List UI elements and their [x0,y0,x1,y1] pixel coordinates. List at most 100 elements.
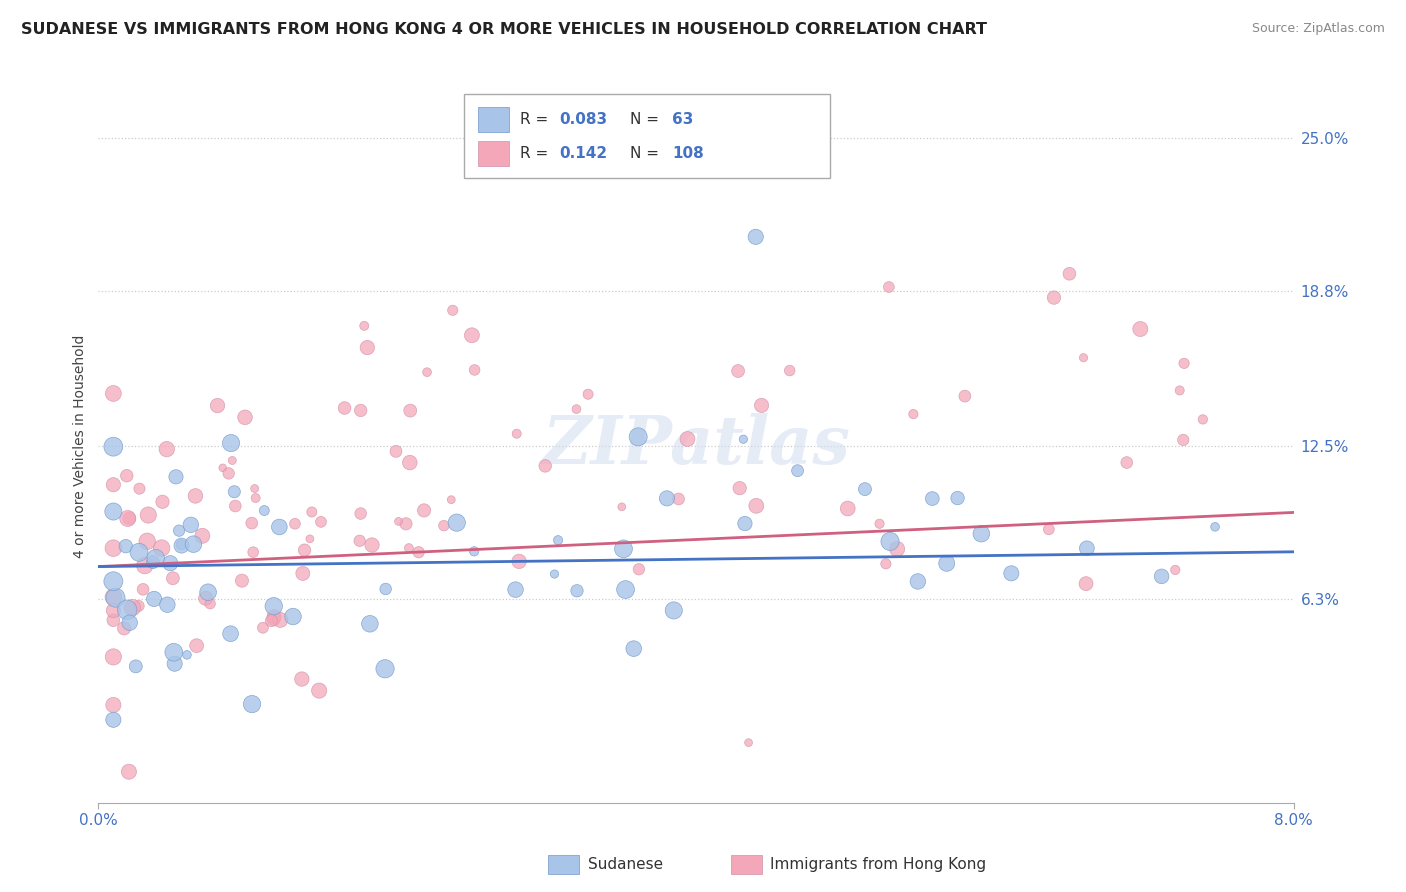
Point [112,621,135,635]
Point [668,491,690,506]
Point [103,477,125,491]
Point [134,558,156,573]
Point [294,543,316,558]
Point [103,698,125,712]
Text: Immigrants from Hong Kong: Immigrants from Hong Kong [770,857,987,871]
Point [240,697,263,711]
Point [547,533,569,548]
Point [180,517,202,532]
Point [284,516,307,531]
Point [219,626,242,640]
Point [1192,412,1215,426]
Point [1168,384,1191,398]
Point [877,280,900,294]
Point [301,505,323,519]
Y-axis label: 4 or more Vehicles in Household: 4 or more Vehicles in Household [73,334,87,558]
Point [115,603,138,617]
Point [207,399,229,413]
Point [1038,522,1060,536]
Point [623,641,645,656]
Point [103,440,125,454]
Point [128,599,150,613]
Point [197,585,219,599]
Text: 0.142: 0.142 [560,146,607,161]
Point [263,599,285,614]
Point [159,556,181,570]
Point [263,612,285,626]
Point [117,511,139,525]
Point [875,557,897,571]
Point [627,430,650,444]
Point [416,365,439,379]
Point [156,442,179,457]
Point [165,470,187,484]
Point [1073,351,1095,365]
Point [837,501,859,516]
Point [779,363,801,377]
Point [118,511,141,525]
Point [103,590,125,604]
Point [440,492,463,507]
Point [737,736,759,750]
Point [505,582,527,597]
Point [395,516,418,531]
Point [1059,267,1081,281]
Point [298,532,321,546]
Point [269,520,291,534]
Text: 63: 63 [672,112,693,127]
Point [221,453,243,467]
Point [614,582,637,597]
Point [565,583,588,598]
Point [356,341,378,355]
Point [1204,520,1226,534]
Point [136,534,159,549]
Text: 0.083: 0.083 [560,112,607,127]
Point [167,524,190,538]
Point [441,303,464,318]
Point [374,582,396,596]
Point [387,515,409,529]
Point [211,460,233,475]
Point [461,328,484,343]
Point [1043,291,1066,305]
Point [308,683,330,698]
Point [446,516,468,530]
Point [612,541,634,556]
Point [333,401,356,415]
Point [508,554,530,568]
Point [349,533,371,548]
Point [1173,433,1195,447]
Point [463,544,485,558]
Point [269,613,291,627]
Point [152,495,174,509]
Point [243,482,266,496]
Point [361,538,384,552]
Text: 108: 108 [672,146,704,161]
Point [869,516,891,531]
Point [103,713,125,727]
Point [751,398,773,412]
Point [1076,541,1098,556]
Point [610,500,633,514]
Point [115,468,138,483]
Point [198,597,221,611]
Point [359,616,381,631]
Point [121,600,143,615]
Point [143,591,166,606]
Point [103,649,125,664]
Point [1129,322,1152,336]
Text: SUDANESE VS IMMIGRANTS FROM HONG KONG 4 OR MORE VEHICLES IN HOUSEHOLD CORRELATIO: SUDANESE VS IMMIGRANTS FROM HONG KONG 4 … [21,22,987,37]
Point [118,615,141,630]
Point [1115,456,1137,470]
Point [970,526,993,541]
Point [183,537,205,551]
Point [252,621,274,635]
Point [734,516,756,531]
Point [733,432,755,446]
Point [128,545,150,559]
Point [114,539,136,553]
Point [219,436,242,450]
Point [745,230,768,244]
Point [935,557,957,571]
Point [374,662,396,676]
